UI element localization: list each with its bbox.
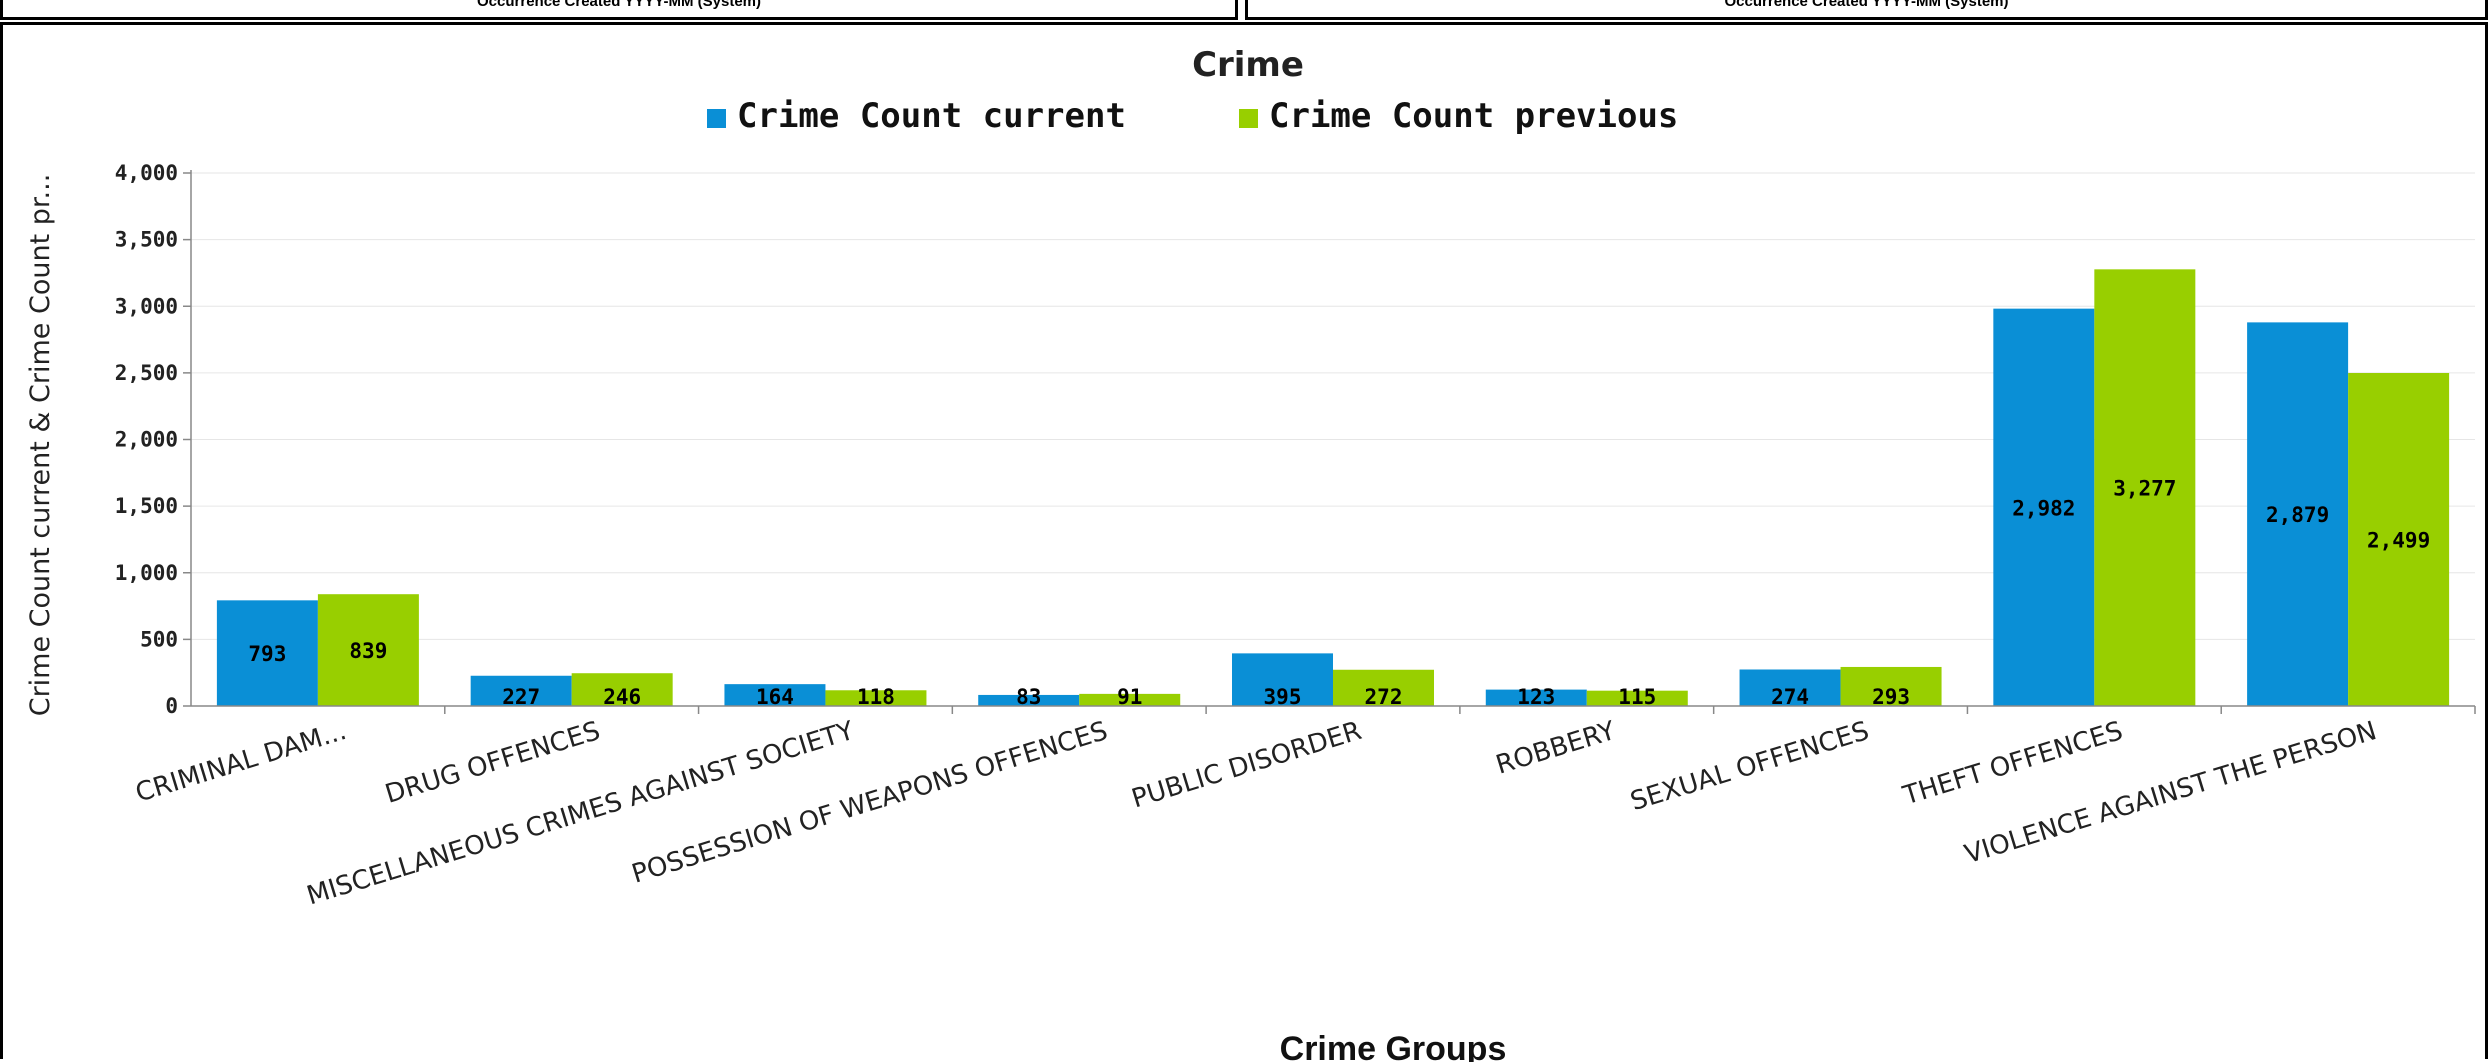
axes [183, 170, 2476, 714]
x-tick-label-possession-of-weapons-offences: POSSESSION OF WEAPONS OFFENCES [628, 716, 1111, 890]
right-panel-caption: Occurrence Created YYYY-MM (System) [1724, 0, 2009, 10]
y-tick-label: 1,500 [115, 494, 178, 518]
x-tick-labels: CRIMINAL DAM... DRUG OFFENCESMISCELLANEOU… [132, 716, 2380, 911]
data-label-current-theft-offences: 2,982 [2012, 496, 2075, 520]
data-labels: 793 839 227 246 164 118 83 91 395 272 123 115 274 293… [248, 477, 2430, 709]
left-panel-footer: Occurrence Created YYYY-MM (System) [0, 0, 1238, 20]
bar-previous-possession-of-weapons-offences[interactable] [1079, 693, 1181, 706]
data-label-current-possession-of-weapons-offences: 83 [1016, 685, 1041, 709]
bar-current-criminal-dam[interactable] [216, 600, 318, 706]
x-tick-label-robbery: ROBBERY [1493, 716, 1619, 781]
data-label-current-criminal-dam: 793 [248, 642, 286, 666]
legend-label-previous: Crime Count previous [1269, 96, 1678, 136]
data-label-previous-violence-against-the-person: 2,499 [2367, 529, 2430, 553]
x-tick-label-public-disorder: PUBLIC DISORDER [1128, 716, 1365, 814]
data-label-current-robbery: 123 [1517, 685, 1555, 709]
y-tick-label: 500 [140, 627, 178, 651]
bar-current-violence-against-the-person[interactable] [2247, 322, 2349, 706]
bar-current-robbery[interactable] [1485, 689, 1587, 706]
data-label-previous-sexual-offences: 293 [1872, 685, 1910, 709]
chart-title: Crime [1192, 45, 1304, 85]
y-tick-label: 2,000 [115, 428, 178, 452]
data-label-current-sexual-offences: 274 [1771, 685, 1809, 709]
bar-current-public-disorder[interactable] [1232, 653, 1333, 706]
y-tick-label: 1,000 [115, 561, 178, 585]
x-axis-title: Crime Groups [1280, 1030, 1507, 1062]
x-tick-label-theft-offences: THEFT OFFENCES [1899, 716, 2127, 812]
bar-previous-violence-against-the-person[interactable] [2348, 373, 2450, 706]
bars [216, 269, 2450, 706]
x-tick-label-criminal-dam: CRIMINAL DAM... [132, 716, 350, 809]
y-tick-label: 4,000 [115, 161, 178, 185]
data-label-previous-robbery: 115 [1618, 685, 1656, 709]
bar-chart: 05001,0001,5002,0002,5003,0003,5004,000 … [25, 45, 2476, 1062]
bar-current-theft-offences[interactable] [1993, 308, 2095, 706]
legend-swatch-previous [1239, 109, 1258, 128]
y-tick-label: 0 [165, 694, 178, 718]
data-label-previous-public-disorder: 272 [1365, 685, 1403, 709]
bar-previous-criminal-dam[interactable] [317, 594, 419, 706]
bar-previous-sexual-offences[interactable] [1840, 666, 1942, 706]
data-label-current-public-disorder: 395 [1264, 685, 1302, 709]
right-panel-footer: Occurrence Created YYYY-MM (System) [1245, 0, 2488, 20]
gridlines [191, 172, 2475, 707]
y-tick-labels: 0 500 1,000 1,500 2,000 2,500 3,000 3,500 4,000 [115, 161, 178, 718]
y-tick-label: 2,500 [115, 361, 178, 385]
bar-previous-robbery[interactable] [1586, 690, 1688, 706]
y-tick-label: 3,500 [115, 228, 178, 252]
bar-current-sexual-offences[interactable] [1739, 669, 1841, 706]
bar-current-possession-of-weapons-offences[interactable] [978, 694, 1080, 706]
bar-current-miscellaneous-crimes-against-society[interactable] [724, 684, 826, 706]
y-tick-label: 3,000 [115, 294, 178, 318]
data-label-current-miscellaneous-crimes-against-society: 164 [756, 685, 794, 709]
x-tick-label-violence-against-the-person: VIOLENCE AGAINST THE PERSON [1961, 716, 2380, 870]
data-label-current-drug-offences: 227 [502, 685, 540, 709]
bar-previous-miscellaneous-crimes-against-society[interactable] [825, 690, 927, 706]
legend-swatch-current [707, 109, 726, 128]
data-label-current-violence-against-the-person: 2,879 [2266, 503, 2329, 527]
data-label-previous-criminal-dam: 839 [349, 639, 387, 663]
legend-label-current: Crime Count current [737, 96, 1126, 136]
x-tick-label-sexual-offences: SEXUAL OFFENCES [1627, 716, 1873, 817]
bar-previous-drug-offences[interactable] [571, 673, 673, 706]
data-label-previous-drug-offences: 246 [603, 685, 641, 709]
left-panel-caption: Occurrence Created YYYY-MM (System) [477, 0, 761, 10]
data-label-previous-theft-offences: 3,277 [2113, 477, 2176, 501]
data-label-previous-possession-of-weapons-offences: 91 [1117, 685, 1142, 709]
chart-panel: 0 500 1,000 1,500 2,000 2,500 3,000 3,500 4,000 … [0, 22, 2488, 1062]
data-label-previous-miscellaneous-crimes-against-society: 118 [857, 685, 895, 709]
bar-previous-theft-offences[interactable] [2094, 269, 2196, 706]
x-tick-label-drug-offences: DRUG OFFENCES [382, 716, 604, 810]
bar-current-drug-offences[interactable] [470, 675, 572, 706]
bar-previous-public-disorder[interactable] [1333, 669, 1434, 706]
y-axis-title: Crime Count current & Crime Count pr... [25, 174, 56, 717]
legend[interactable]: Crime Count current Crime Count previous [707, 96, 1678, 136]
